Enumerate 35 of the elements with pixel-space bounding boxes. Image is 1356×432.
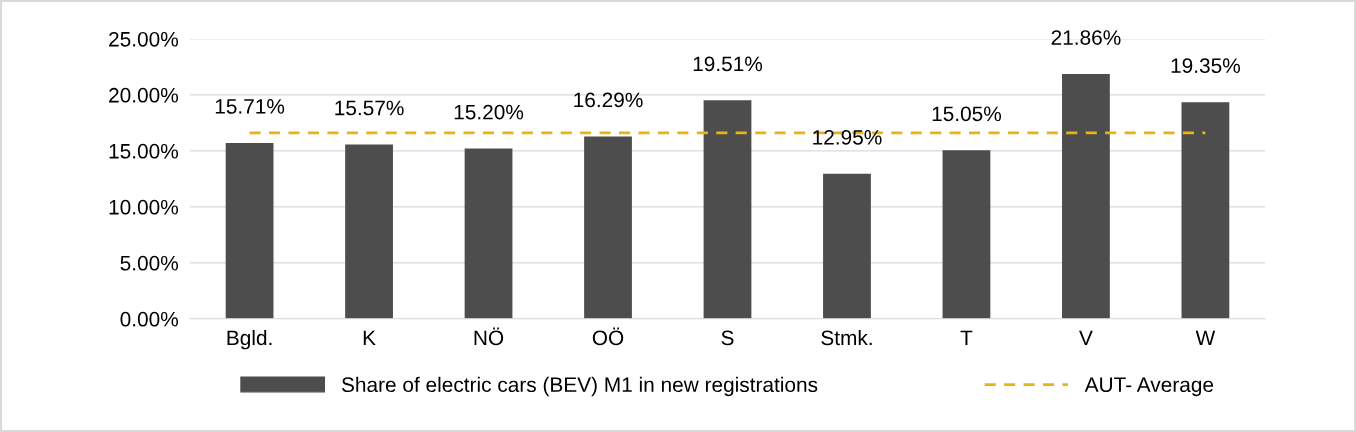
x-tick-label: NÖ	[474, 327, 504, 346]
data-label: 16.29%	[574, 92, 643, 108]
legend-label: AUT- Average	[1084, 377, 1214, 397]
x-tick-label: K	[363, 330, 376, 346]
bar	[942, 150, 991, 319]
bar	[1062, 74, 1110, 319]
data-label: 21.86%	[1051, 30, 1121, 45]
y-tick-label: 0.00%	[120, 311, 178, 327]
data-label: 15.20%	[454, 104, 524, 120]
bar	[823, 173, 871, 319]
x-tick-label: T	[960, 330, 973, 346]
data-label: 15.05%	[932, 106, 1002, 122]
x-tick-label: W	[1195, 330, 1216, 346]
y-tick-label: 5.00%	[120, 255, 178, 271]
bar	[584, 136, 632, 319]
x-tick-label: OÖ	[592, 327, 624, 346]
x-tick-label: S	[721, 330, 734, 346]
legend-label: Share of electric cars (BEV) M1 in new registrations	[341, 376, 818, 397]
bar	[1181, 102, 1230, 319]
bar	[703, 100, 752, 319]
bar	[464, 148, 513, 319]
bar	[345, 144, 393, 319]
data-label: 15.71%	[215, 99, 285, 114]
x-tick-label: Stmk.	[821, 329, 872, 346]
data-label: 19.35%	[1171, 58, 1240, 74]
y-tick-label: 20.00%	[109, 87, 178, 103]
y-tick-label: 25.00%	[109, 31, 178, 47]
data-label: 12.95%	[813, 129, 882, 145]
x-tick-label: V	[1079, 330, 1093, 346]
y-tick-label: 10.00%	[109, 199, 178, 215]
x-tick-label: Bgld.	[227, 329, 272, 350]
data-label: 19.51%	[693, 56, 763, 72]
data-label: 15.57%	[335, 100, 404, 116]
bar	[225, 142, 274, 319]
y-tick-label: 15.00%	[109, 143, 178, 159]
